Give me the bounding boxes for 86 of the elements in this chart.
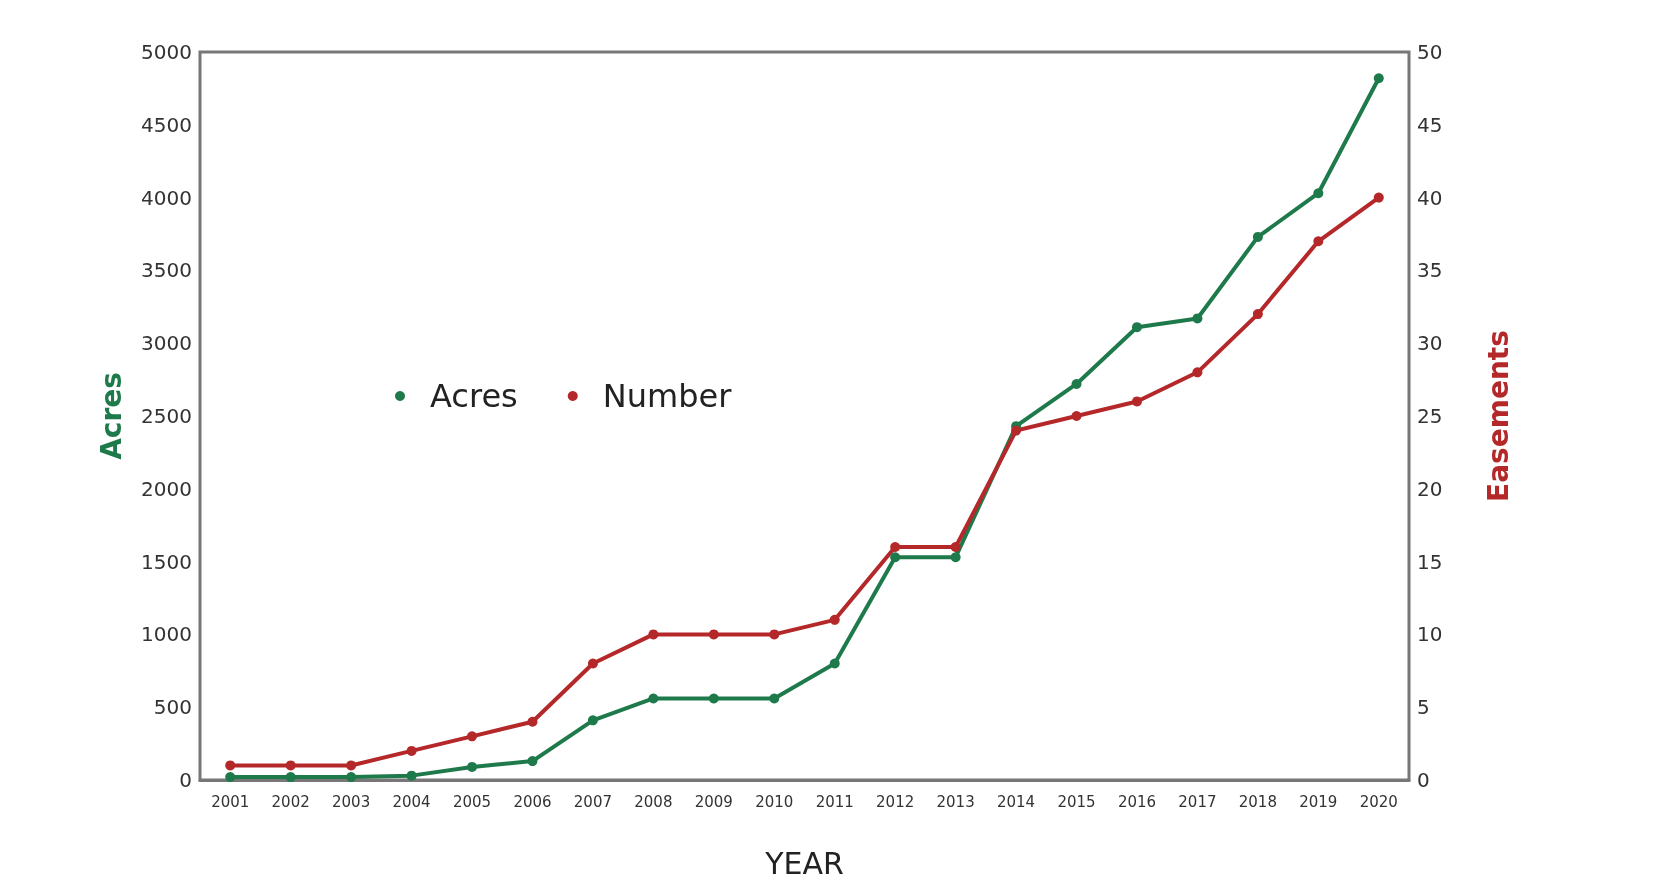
point <box>950 542 961 553</box>
y-tick-label: 3000 <box>141 331 192 356</box>
y-tick-label: 0 <box>179 768 192 792</box>
y2-tick-label: 50 <box>1417 40 1443 64</box>
y2-tick-label: 35 <box>1417 258 1443 283</box>
x-tick-label: 2017 <box>1178 792 1217 811</box>
point <box>587 715 598 726</box>
x-tick-label: 2007 <box>573 792 613 811</box>
y2-tick-label: 45 <box>1417 112 1443 137</box>
y2-tick-label: 20 <box>1417 476 1443 501</box>
x-tick-label: 2018 <box>1238 792 1277 811</box>
y2-tick-label: 40 <box>1417 185 1443 210</box>
y2-tick-label: 25 <box>1417 404 1443 428</box>
legend-label: Number <box>602 377 733 415</box>
point <box>1252 231 1263 242</box>
point <box>467 761 478 772</box>
x-tick-label: 2012 <box>876 792 915 811</box>
point <box>1011 425 1022 436</box>
x-tick-label: 2005 <box>452 792 492 811</box>
point <box>708 693 719 704</box>
legend-label: Acres <box>430 377 518 415</box>
x-tick-label: 2008 <box>634 792 673 811</box>
y2-tick-label: 30 <box>1417 331 1443 356</box>
point <box>1373 73 1384 84</box>
point <box>708 629 719 640</box>
point <box>467 731 478 742</box>
point <box>1313 188 1324 199</box>
point <box>346 760 357 771</box>
x-tick-label: 2006 <box>513 792 552 811</box>
x-tick-label: 2011 <box>815 792 854 811</box>
y-tick-label: 4500 <box>141 112 192 137</box>
point <box>406 745 417 756</box>
x-tick-label: 2020 <box>1359 792 1398 811</box>
x-tick-label: 2014 <box>996 792 1036 811</box>
point <box>225 760 236 771</box>
point <box>1131 322 1142 333</box>
y-tick-label: 1000 <box>141 622 192 647</box>
y-tick-label: 5000 <box>141 40 192 64</box>
y-tick-label: 3500 <box>141 258 192 283</box>
y2-tick-label: 10 <box>1417 622 1443 647</box>
point <box>1252 309 1263 320</box>
y-tick-label: 4000 <box>141 185 192 210</box>
point <box>1071 411 1082 421</box>
point <box>1131 396 1142 407</box>
point <box>285 772 296 783</box>
point <box>829 658 840 669</box>
x-axis-title: YEAR <box>764 845 844 881</box>
y-axis-title: Acres <box>94 372 128 460</box>
x-tick-label: 2013 <box>936 792 975 811</box>
y-tick-label: 2500 <box>141 404 192 428</box>
x-tick-label: 2003 <box>332 792 371 811</box>
x-tick-label: 2010 <box>755 792 794 811</box>
x-tick-label: 2015 <box>1057 792 1096 811</box>
y2-tick-label: 5 <box>1417 695 1430 720</box>
point <box>1071 378 1082 389</box>
point <box>527 756 538 767</box>
point <box>890 552 901 563</box>
y-tick-label: 500 <box>153 695 192 720</box>
point <box>1192 313 1203 324</box>
point <box>950 552 961 563</box>
point <box>406 770 417 781</box>
point <box>346 772 357 783</box>
x-tick-label: 2016 <box>1117 792 1157 811</box>
point <box>587 658 598 669</box>
point <box>1192 367 1203 378</box>
x-tick-label: 2001 <box>211 792 250 811</box>
point <box>769 629 780 640</box>
point <box>1313 236 1324 247</box>
y2-tick-label: 15 <box>1417 549 1443 574</box>
point <box>527 716 538 727</box>
point <box>890 542 901 553</box>
point <box>285 760 296 771</box>
x-tick-label: 2009 <box>694 792 733 811</box>
x-tick-label: 2004 <box>392 792 431 811</box>
point <box>829 614 840 625</box>
point <box>225 772 236 783</box>
point <box>648 693 659 704</box>
point <box>769 693 780 704</box>
y-tick-label: 1500 <box>141 549 192 574</box>
y-tick-label: 2000 <box>141 476 192 501</box>
x-tick-label: 2019 <box>1299 792 1338 811</box>
point <box>1373 192 1384 203</box>
y2-axis-title: Easements <box>1481 330 1515 502</box>
point <box>648 629 659 640</box>
y2-tick-label: 0 <box>1417 768 1430 792</box>
x-tick-label: 2002 <box>271 792 310 811</box>
